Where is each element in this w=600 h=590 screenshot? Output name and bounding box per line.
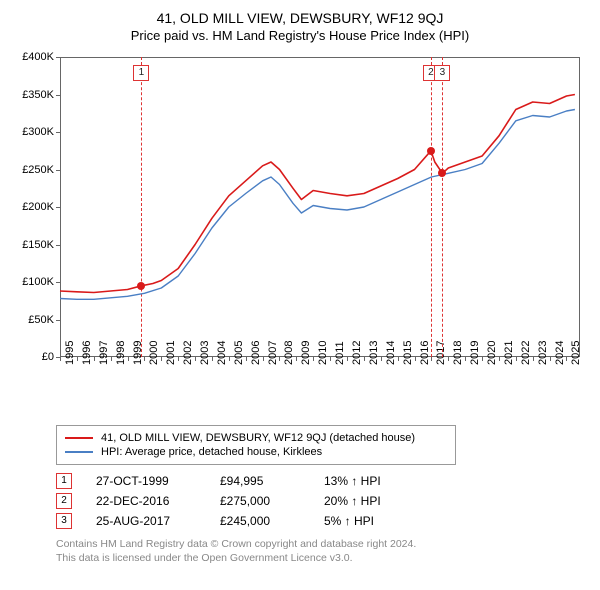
- event-row: 1 27-OCT-1999 £94,995 13% ↑ HPI: [56, 473, 588, 489]
- event-date: 27-OCT-1999: [96, 474, 196, 488]
- event-price: £275,000: [220, 494, 300, 508]
- event-row: 3 25-AUG-2017 £245,000 5% ↑ HPI: [56, 513, 588, 529]
- legend-label: 41, OLD MILL VIEW, DEWSBURY, WF12 9QJ (d…: [101, 432, 415, 444]
- event-date: 22-DEC-2016: [96, 494, 196, 508]
- legend-item: HPI: Average price, detached house, Kirk…: [65, 446, 447, 458]
- legend-item: 41, OLD MILL VIEW, DEWSBURY, WF12 9QJ (d…: [65, 432, 447, 444]
- event-number-box: 3: [56, 513, 72, 529]
- events-table: 1 27-OCT-1999 £94,995 13% ↑ HPI 2 22-DEC-2016…: [56, 473, 588, 529]
- event-price: £245,000: [220, 514, 300, 528]
- price-chart: £0£50K£100K£150K£200K£250K£300K£350K£400…: [12, 49, 588, 419]
- page-subtitle: Price paid vs. HM Land Registry's House …: [12, 28, 588, 43]
- legend-label: HPI: Average price, detached house, Kirk…: [101, 446, 322, 458]
- footer-line2: This data is licensed under the Open Gov…: [56, 551, 588, 565]
- series-lines: [12, 49, 588, 419]
- event-number-box: 2: [56, 493, 72, 509]
- event-pct: 13% ↑ HPI: [324, 474, 424, 488]
- legend: 41, OLD MILL VIEW, DEWSBURY, WF12 9QJ (d…: [56, 425, 456, 465]
- series-line: [60, 95, 575, 293]
- event-date: 25-AUG-2017: [96, 514, 196, 528]
- footer-line1: Contains HM Land Registry data © Crown c…: [56, 537, 588, 551]
- event-pct: 20% ↑ HPI: [324, 494, 424, 508]
- event-pct: 5% ↑ HPI: [324, 514, 424, 528]
- event-price: £94,995: [220, 474, 300, 488]
- legend-swatch: [65, 451, 93, 453]
- event-number-box: 1: [56, 473, 72, 489]
- event-dot: [427, 147, 435, 155]
- footer: Contains HM Land Registry data © Crown c…: [56, 537, 588, 565]
- event-dot: [137, 282, 145, 290]
- event-row: 2 22-DEC-2016 £275,000 20% ↑ HPI: [56, 493, 588, 509]
- page-title: 41, OLD MILL VIEW, DEWSBURY, WF12 9QJ: [12, 10, 588, 26]
- event-dot: [438, 169, 446, 177]
- page-root: 41, OLD MILL VIEW, DEWSBURY, WF12 9QJ Pr…: [0, 0, 600, 575]
- legend-swatch: [65, 437, 93, 439]
